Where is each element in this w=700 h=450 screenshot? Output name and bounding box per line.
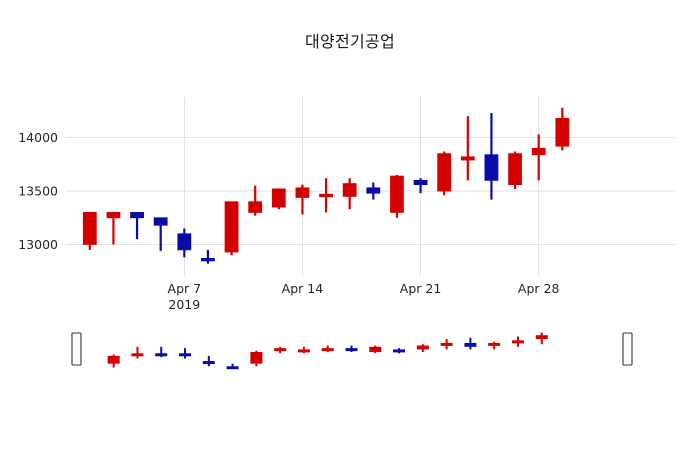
gridlines — [66, 97, 675, 276]
navigator-handle-right[interactable] — [622, 332, 633, 366]
candle-body — [153, 217, 168, 226]
candle-body — [295, 187, 310, 198]
x-axis-tick-label: Apr 21 — [400, 281, 442, 296]
candle-body — [177, 233, 192, 251]
candle-body — [130, 212, 144, 219]
y-axis-tick-label: 13500 — [18, 184, 58, 199]
candle-body — [224, 201, 239, 253]
navigator-candle-body — [345, 348, 358, 352]
navigator-candlestick[interactable] — [440, 339, 453, 350]
candlestick[interactable] — [390, 175, 404, 218]
candlestick[interactable] — [413, 178, 428, 194]
navigator-candle-body — [369, 346, 382, 352]
candle-series[interactable] — [82, 107, 570, 264]
candle-body — [106, 212, 121, 219]
candlestick[interactable] — [460, 116, 475, 181]
candle-body — [366, 187, 381, 194]
candlestick[interactable] — [177, 228, 192, 258]
navigator-candle-body — [321, 348, 334, 352]
navigator-candlestick[interactable] — [297, 346, 310, 354]
candlestick[interactable] — [271, 188, 286, 210]
navigator-candlestick[interactable] — [535, 332, 548, 345]
x-axis-year-label: 2019 — [168, 297, 200, 312]
candle-body — [437, 153, 452, 192]
candle-body — [248, 201, 263, 213]
y-axis-tick-label: 14000 — [18, 130, 58, 145]
candle-body — [271, 188, 286, 208]
navigator-candle-body — [488, 342, 501, 346]
candle-body — [342, 183, 357, 197]
candle-body — [413, 179, 428, 186]
navigator-candle-body — [155, 353, 168, 357]
candlestick[interactable] — [295, 184, 310, 215]
candlestick[interactable] — [484, 113, 499, 200]
candlestick[interactable] — [82, 212, 97, 250]
navigator-candlestick[interactable] — [155, 346, 168, 358]
navigator-candlestick[interactable] — [179, 348, 192, 359]
candlestick[interactable] — [153, 217, 168, 251]
candlestick[interactable] — [366, 182, 381, 200]
candlestick[interactable] — [555, 107, 570, 151]
candlestick[interactable] — [437, 151, 452, 196]
candlestick[interactable] — [106, 212, 121, 245]
x-axis-tick-label: Apr 28 — [518, 281, 560, 296]
candlestick[interactable] — [224, 201, 239, 256]
navigator-candle-body — [107, 355, 120, 364]
navigator-candle-body — [202, 361, 215, 365]
candlestick[interactable] — [319, 178, 333, 213]
candlestick[interactable] — [531, 134, 546, 181]
navigator-candle-body — [440, 342, 453, 346]
navigator-candle-body — [226, 366, 239, 370]
navigator-candlestick[interactable] — [416, 344, 429, 352]
y-axis-tick-label: 13000 — [18, 237, 58, 252]
navigator-candle-body — [131, 353, 144, 357]
y-axis-labels: 14000 13500 13000 — [18, 130, 58, 252]
candlestick[interactable] — [248, 185, 263, 216]
navigator-series[interactable] — [107, 332, 548, 370]
navigator-candle-body — [393, 349, 406, 353]
candle-body — [460, 156, 475, 161]
candle-body — [201, 257, 215, 262]
navigator-candlestick[interactable] — [511, 336, 524, 347]
navigator-candlestick[interactable] — [488, 341, 501, 350]
navigator-candlestick[interactable] — [250, 350, 263, 367]
navigator-handle-left[interactable] — [71, 332, 82, 366]
navigator-candlestick[interactable] — [107, 354, 120, 368]
navigator-handles[interactable] — [71, 332, 633, 366]
navigator-candlestick[interactable] — [226, 363, 239, 370]
navigator-candle-body — [464, 342, 477, 347]
navigator-candle-body — [297, 349, 310, 353]
candlestick[interactable] — [508, 151, 522, 189]
navigator-candlestick[interactable] — [369, 345, 382, 354]
candle-body — [508, 153, 522, 186]
navigator-candle-body — [179, 353, 192, 357]
candle-body — [390, 175, 404, 213]
page-title: 대양전기공업 — [304, 32, 396, 51]
x-axis-tick-label: Apr 14 — [282, 281, 324, 296]
navigator-candle-body — [274, 348, 287, 352]
candle-body — [555, 117, 570, 147]
navigator-candlestick[interactable] — [202, 355, 215, 367]
x-axis-tick-label: Apr 7 — [168, 281, 202, 296]
candle-body — [484, 154, 499, 181]
navigator-candlestick[interactable] — [464, 337, 477, 350]
candlestick[interactable] — [201, 249, 215, 264]
candlestick[interactable] — [130, 212, 144, 240]
navigator-candlestick[interactable] — [274, 346, 287, 354]
candlestick[interactable] — [342, 178, 357, 210]
navigator-candle-body — [511, 340, 524, 344]
candle-body — [531, 147, 546, 156]
candle-body — [82, 212, 97, 245]
candle-body — [319, 193, 333, 198]
navigator-candlestick[interactable] — [131, 346, 144, 359]
navigator-candlestick[interactable] — [393, 348, 406, 354]
navigator-candle-body — [535, 335, 548, 340]
navigator-candlestick[interactable] — [345, 345, 358, 352]
navigator-candlestick[interactable] — [321, 345, 334, 352]
navigator-candle-body — [250, 352, 263, 364]
navigator-candle-body — [416, 345, 429, 350]
